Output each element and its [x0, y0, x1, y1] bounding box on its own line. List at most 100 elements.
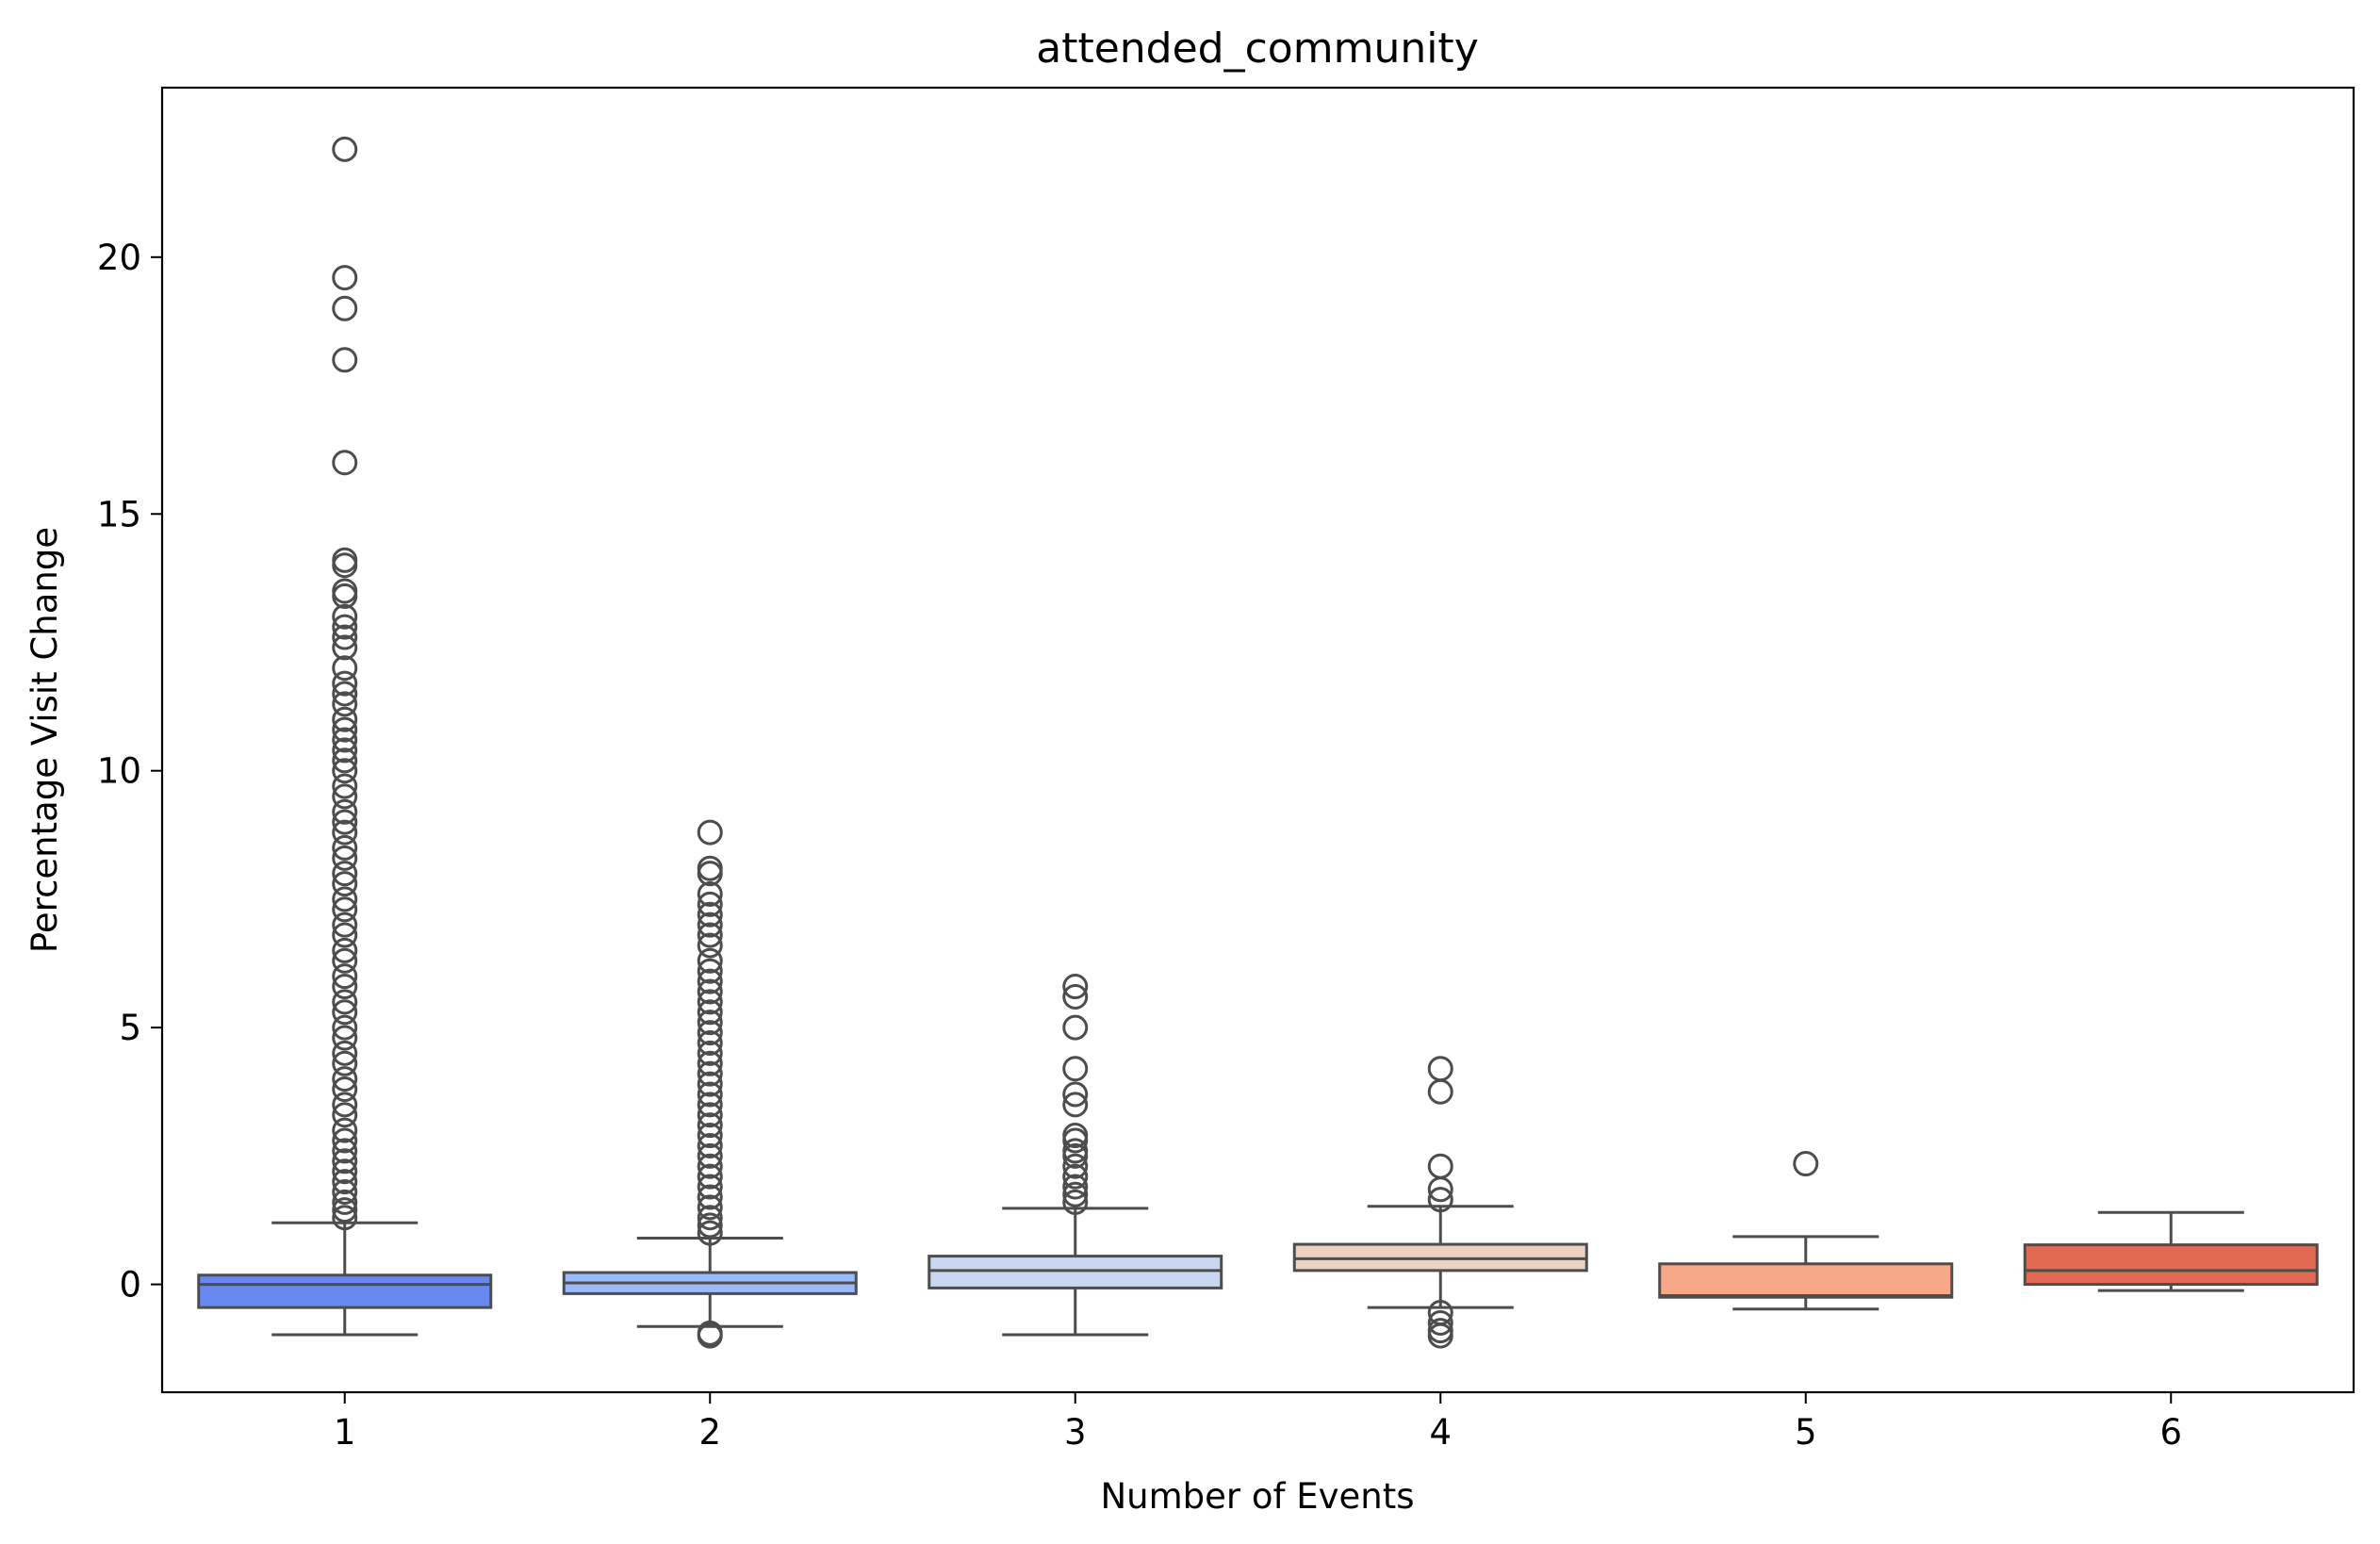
outlier-point [332, 1197, 358, 1224]
box-group-1 [197, 136, 493, 1337]
outlier-point [1062, 1181, 1089, 1207]
outlier-point [697, 1029, 723, 1056]
outlier-point [332, 655, 358, 682]
outlier-point [697, 989, 723, 1015]
outlier-point [697, 1112, 723, 1139]
outlier-point [697, 1322, 723, 1349]
outlier-point [697, 1123, 723, 1149]
outlier-point [1062, 974, 1089, 1000]
outlier-point [332, 1169, 358, 1195]
outlier-point [1427, 1176, 1453, 1203]
outlier-point [332, 989, 358, 1015]
outlier-point [332, 706, 358, 732]
outlier-point [697, 932, 723, 959]
box-group-5 [1658, 1151, 1954, 1311]
outlier-point [1062, 1189, 1089, 1215]
outlier-point [1062, 1092, 1089, 1118]
outlier-point [332, 896, 358, 923]
outlier-point [1062, 1153, 1089, 1179]
outlier-point [332, 809, 358, 835]
outlier-point [332, 1189, 358, 1215]
outlier-point [697, 819, 723, 846]
outlier-point [332, 922, 358, 948]
box-iqr [1658, 1262, 1954, 1299]
outlier-point [332, 1102, 358, 1128]
outlier-point [332, 1178, 358, 1205]
outlier-point [332, 845, 358, 871]
outlier-point [697, 947, 723, 974]
outlier-point [332, 963, 358, 990]
x-axis-label: Number of Events [1100, 1476, 1414, 1517]
outlier-point [697, 1040, 723, 1066]
outlier-point [332, 798, 358, 825]
outlier-point [332, 886, 358, 912]
outlier-point [332, 937, 358, 963]
x-tick-label: 6 [2159, 1412, 2182, 1453]
outlier-point [697, 1102, 723, 1128]
outlier-point [332, 912, 358, 938]
outlier-point [697, 978, 723, 1005]
outlier-point [332, 999, 358, 1026]
outlier-point [332, 265, 358, 291]
outlier-point [1427, 1187, 1453, 1213]
outlier-point [332, 727, 358, 753]
outlier-point [697, 891, 723, 917]
outlier-point [332, 737, 358, 764]
outlier-point [332, 1040, 358, 1066]
box-iqr [197, 1273, 493, 1309]
outlier-point [332, 1148, 358, 1174]
outlier-point [697, 1163, 723, 1190]
outlier-point [1427, 1078, 1453, 1105]
x-tick-label: 3 [1064, 1412, 1087, 1453]
outlier-point [332, 1205, 358, 1231]
outlier-point [332, 1127, 358, 1154]
outlier-point [332, 747, 358, 774]
outlier-point [332, 634, 358, 661]
outlier-point [332, 670, 358, 697]
outlier-point [332, 681, 358, 707]
outlier-point [697, 1153, 723, 1179]
box-group-3 [927, 974, 1223, 1337]
plot-frame [160, 86, 2355, 1394]
outlier-point [697, 1212, 723, 1239]
outlier-point [1062, 1127, 1089, 1154]
outlier-point [697, 968, 723, 994]
outlier-point [332, 1138, 358, 1164]
outlier-point [1427, 1322, 1453, 1349]
y-tick-label: 20 [97, 238, 141, 278]
outlier-point [332, 716, 358, 743]
outlier-point [332, 552, 358, 579]
outlier-point [332, 1092, 358, 1118]
outlier-point [1427, 1309, 1453, 1336]
outlier-point [332, 758, 358, 784]
outlier-point [697, 1174, 723, 1200]
outlier-point [332, 295, 358, 321]
outlier-point [697, 880, 723, 907]
outlier-point [697, 1184, 723, 1210]
y-tick-label: 15 [97, 494, 141, 534]
outlier-point [1793, 1151, 1819, 1177]
x-tick-label: 1 [334, 1412, 356, 1453]
outlier-point [697, 999, 723, 1026]
outlier-point [697, 1060, 723, 1087]
outlier-point [697, 912, 723, 938]
outlier-point [1062, 1163, 1089, 1190]
outlier-point [697, 1205, 723, 1231]
outlier-point [1062, 1174, 1089, 1200]
x-tick-label: 5 [1795, 1412, 1817, 1453]
outlier-point [332, 783, 358, 810]
outlier-point [697, 1050, 723, 1076]
box-iqr [927, 1255, 1223, 1289]
box-iqr [2023, 1243, 2319, 1287]
outlier-point [332, 819, 358, 846]
outlier-point [332, 1050, 358, 1076]
box-group-2 [562, 819, 858, 1349]
outlier-point [697, 1081, 723, 1108]
outlier-point [332, 1066, 358, 1092]
outlier-point [332, 861, 358, 887]
y-tick-label: 0 [119, 1265, 141, 1306]
outlier-point [1062, 1142, 1089, 1169]
y-tick-label: 10 [97, 751, 141, 792]
outlier-point [332, 974, 358, 1000]
